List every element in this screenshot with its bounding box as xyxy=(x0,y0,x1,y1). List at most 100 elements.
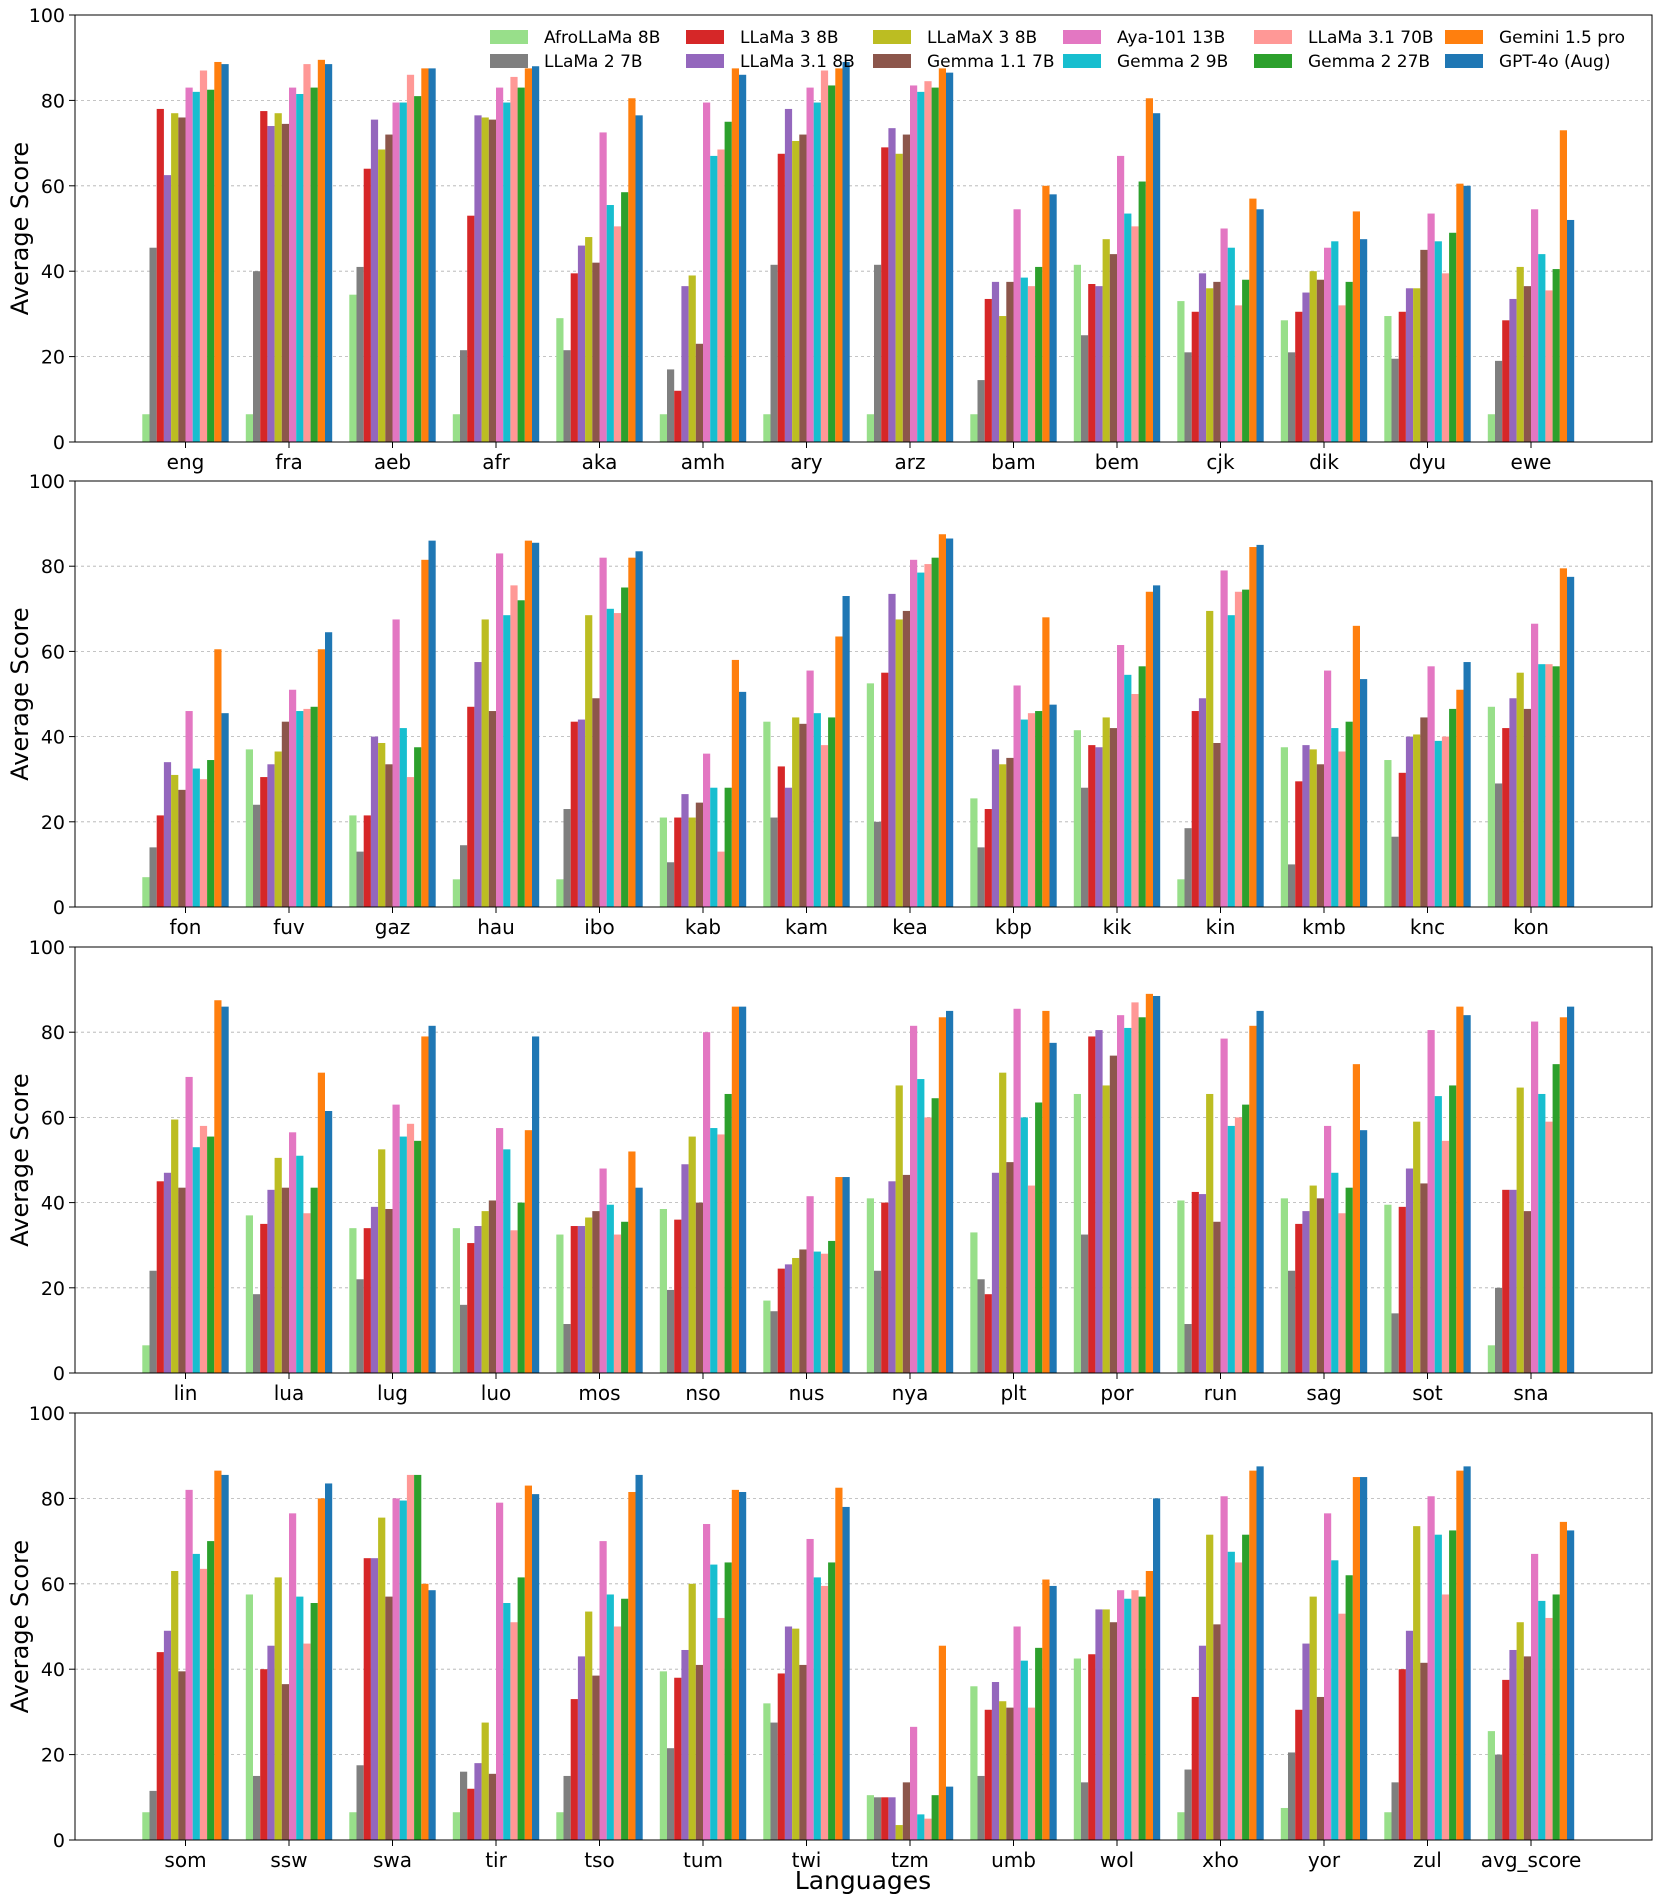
x-tick-label: ibo xyxy=(584,915,615,939)
bar xyxy=(496,1128,504,1373)
bar xyxy=(599,132,607,443)
bar xyxy=(874,264,882,442)
bar xyxy=(792,1628,800,1840)
bar xyxy=(977,1775,985,1840)
bar xyxy=(970,1232,978,1373)
bar xyxy=(1027,713,1036,907)
x-tick-label: twi xyxy=(792,1848,822,1872)
bar xyxy=(349,1228,357,1373)
bar xyxy=(724,121,732,442)
bar xyxy=(1234,1117,1243,1373)
bar xyxy=(606,1594,614,1840)
bar xyxy=(681,1164,689,1373)
bar xyxy=(496,87,504,442)
legend-swatch xyxy=(1254,30,1292,44)
bar xyxy=(421,68,429,442)
bar xyxy=(207,89,215,442)
bar xyxy=(924,81,932,442)
bar xyxy=(192,1553,200,1840)
x-tick-label: eng xyxy=(167,450,205,474)
bar xyxy=(613,1234,622,1373)
bar xyxy=(253,1294,261,1373)
bar xyxy=(717,149,725,442)
x-tick-label: som xyxy=(164,1848,206,1872)
legend-item: LLaMaX 3 8B xyxy=(873,28,1037,48)
bar xyxy=(467,215,475,442)
bar xyxy=(613,226,622,442)
bar xyxy=(1531,1021,1539,1373)
bar xyxy=(999,764,1007,907)
bar xyxy=(1345,721,1353,907)
x-tick-label: avg_score xyxy=(1481,1848,1582,1872)
y-tick-label: 20 xyxy=(41,1278,65,1300)
bar xyxy=(763,1300,771,1373)
bar xyxy=(1509,298,1517,442)
bar xyxy=(1338,1213,1346,1373)
bar xyxy=(739,1006,747,1373)
bar xyxy=(171,774,179,907)
bar xyxy=(910,85,918,442)
legend-item: Gemini 1.5 pro xyxy=(1445,28,1625,48)
bar xyxy=(763,1703,771,1840)
bar xyxy=(563,1324,571,1373)
bar xyxy=(178,117,186,442)
bar xyxy=(556,879,564,907)
bar xyxy=(820,1253,829,1373)
bar xyxy=(1338,305,1346,442)
bar xyxy=(835,68,843,442)
bar xyxy=(1035,1647,1043,1840)
x-tick-label: kmb xyxy=(1302,915,1346,939)
bar xyxy=(1559,130,1567,443)
bar xyxy=(392,1498,400,1840)
bar xyxy=(310,706,318,907)
bar xyxy=(1316,764,1324,907)
bar xyxy=(1434,1096,1442,1373)
bar xyxy=(570,1699,578,1840)
bar xyxy=(221,1006,229,1373)
bar xyxy=(1487,1345,1495,1373)
bar xyxy=(1124,674,1132,907)
x-tick-label: kik xyxy=(1103,915,1132,939)
bar xyxy=(703,1032,711,1373)
bar xyxy=(1413,1526,1421,1840)
bar xyxy=(1456,1470,1464,1840)
bar xyxy=(1256,1010,1264,1373)
bar xyxy=(1456,1006,1464,1373)
bar xyxy=(267,764,275,907)
bar xyxy=(1220,1038,1228,1373)
bar xyxy=(1073,730,1081,907)
bar xyxy=(245,1215,253,1373)
bar xyxy=(1427,666,1435,907)
bar xyxy=(902,1782,910,1840)
bar xyxy=(281,1187,289,1373)
y-tick-label: 0 xyxy=(53,897,65,919)
x-tick-label: por xyxy=(1100,1381,1134,1405)
bar xyxy=(931,1795,939,1840)
bar xyxy=(253,804,261,907)
bar xyxy=(784,108,793,442)
x-tick-label: aeb xyxy=(374,450,411,474)
bar xyxy=(842,596,850,907)
bar xyxy=(481,1722,489,1840)
bar xyxy=(1295,1709,1303,1840)
bar xyxy=(688,1583,696,1840)
bar xyxy=(142,1345,150,1373)
bar xyxy=(474,115,482,442)
bar xyxy=(688,817,696,907)
bar xyxy=(1184,1324,1192,1373)
bar xyxy=(488,711,496,907)
bar xyxy=(1324,247,1332,442)
bar xyxy=(1153,585,1161,907)
bar xyxy=(1434,1534,1442,1840)
bar xyxy=(770,264,778,442)
bar xyxy=(1198,1645,1207,1840)
bar xyxy=(1131,694,1139,907)
bar xyxy=(274,1157,282,1373)
bar xyxy=(532,1036,540,1373)
bar xyxy=(1049,704,1057,907)
bar xyxy=(524,1485,532,1840)
bar xyxy=(1545,290,1553,442)
bar xyxy=(828,1240,836,1373)
bar xyxy=(621,192,629,442)
bar xyxy=(1360,679,1368,907)
